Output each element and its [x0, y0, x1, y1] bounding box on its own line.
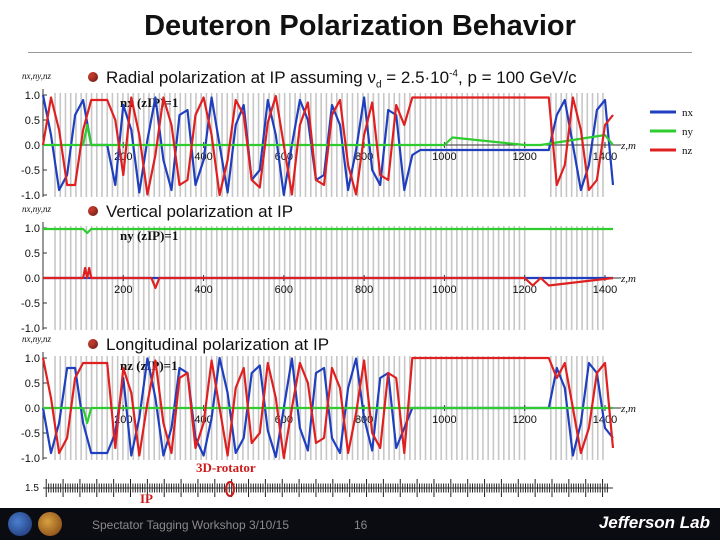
- y-axis-label: nx,ny,nz: [22, 71, 51, 81]
- x-tick-label: 200: [114, 284, 132, 296]
- y-tick-label: 0.5: [25, 378, 40, 390]
- x-axis-label: z,m: [620, 403, 636, 415]
- bullet-radial-tail: , p = 100 GeV/c: [458, 68, 577, 87]
- bullet-dot-icon: [88, 72, 98, 82]
- bullet-radial-label: Radial polarization at IP assuming ν: [106, 68, 376, 87]
- x-axis-label: z,m: [620, 273, 636, 285]
- bullet-longitudinal-label: Longitudinal polarization at IP: [106, 335, 330, 354]
- y-tick-label: 0.0: [25, 403, 40, 415]
- bullet-vertical: Vertical polarization at IP: [88, 202, 293, 222]
- bullet-radial-sub: d: [375, 79, 382, 91]
- y-tick-label: -1.0: [21, 453, 40, 465]
- jsa-logo-icon: [38, 512, 62, 536]
- series-line-ny: [43, 227, 613, 235]
- series-line-nz: [41, 356, 615, 460]
- legend-label-ny: ny: [682, 126, 694, 138]
- y-tick-label: 0.5: [25, 248, 40, 260]
- bullet-vertical-label: Vertical polarization at IP: [106, 202, 294, 221]
- bullet-radial: Radial polarization at IP assuming νd = …: [88, 68, 577, 90]
- footer-bar: Spectator Tagging Workshop 3/10/15 16 Je…: [0, 508, 720, 540]
- y-tick-label: 0.5: [25, 115, 40, 127]
- x-tick-label: 1000: [432, 151, 456, 163]
- y-tick-label: -0.5: [21, 298, 40, 310]
- x-tick-label: 400: [194, 284, 212, 296]
- legend-label-nx: nx: [682, 107, 694, 119]
- x-tick-label: 1200: [512, 414, 536, 426]
- panel-annotation: ny (zIP)=1: [120, 228, 178, 243]
- bullet-radial-rest: = 2.5·10: [381, 68, 450, 87]
- legend-label-nz: nz: [682, 145, 693, 157]
- y-tick-label: 1.0: [25, 353, 40, 365]
- y-tick-label: 0.0: [25, 140, 40, 152]
- title-divider: [28, 52, 692, 53]
- y-tick-label: -1.0: [21, 190, 40, 202]
- x-tick-label: 800: [355, 284, 373, 296]
- y-tick-label: -1.0: [21, 323, 40, 335]
- y-tick-label: -0.5: [21, 165, 40, 177]
- lattice-tick: 1.5: [25, 483, 39, 494]
- series-line-nz: [41, 94, 614, 197]
- x-tick-label: 1200: [512, 151, 536, 163]
- lattice-label-rotator: 3D-rotator: [196, 460, 256, 475]
- x-tick-label: 1400: [593, 284, 617, 296]
- bullet-longitudinal: Longitudinal polarization at IP: [88, 335, 329, 355]
- jefferson-lab-logo: Jefferson Lab: [598, 513, 710, 532]
- charts-canvas: 1.0 0.5 0.0 -0.5 -1.0 200 400 600 800 1000 1200 140…: [21, 71, 694, 506]
- y-axis-label: nx,ny,nz: [22, 204, 51, 214]
- footer-workshop: Spectator Tagging Workshop 3/10/15: [92, 518, 290, 532]
- panel-annotation: nx (zIP)=1: [120, 95, 178, 110]
- x-tick-label: 1000: [432, 284, 456, 296]
- series-line-nz: [43, 266, 614, 290]
- series-line-ny: [43, 406, 613, 425]
- doe-seal-icon: [8, 512, 32, 536]
- bullet-radial-sup: -4: [449, 68, 458, 80]
- x-tick-label: 1400: [593, 151, 617, 163]
- slide-title: Deuteron Polarization Behavior: [144, 10, 576, 42]
- x-tick-label: 1000: [432, 414, 456, 426]
- footer-page-number: 16: [354, 518, 368, 532]
- y-tick-label: 1.0: [25, 223, 40, 235]
- lattice-label-ip: IP: [140, 491, 153, 506]
- rotator-marker-icon: [225, 481, 235, 497]
- x-axis-label: z,m: [620, 140, 636, 152]
- x-tick-label: 800: [355, 151, 373, 163]
- y-tick-label: 1.0: [25, 90, 40, 102]
- series-line-nx: [41, 94, 615, 197]
- x-tick-label: 600: [275, 284, 293, 296]
- bullet-dot-icon: [88, 339, 98, 349]
- y-tick-label: 0.0: [25, 273, 40, 285]
- y-tick-label: -0.5: [21, 428, 40, 440]
- bullet-dot-icon: [88, 206, 98, 216]
- x-tick-label: 1200: [512, 284, 536, 296]
- y-axis-label: nx,ny,nz: [22, 334, 51, 344]
